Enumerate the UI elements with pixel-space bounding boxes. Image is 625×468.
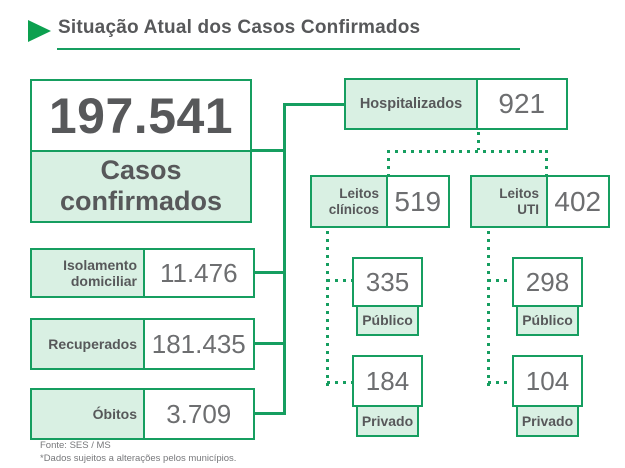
- deaths-label: Óbitos: [30, 388, 145, 440]
- connector-from-isolation: [253, 271, 286, 274]
- footer: Fonte: SES / MS *Dados sujeitos a altera…: [40, 440, 236, 466]
- dotted-clinical-trunk: [326, 231, 329, 387]
- page-title: Situação Atual dos Casos Confirmados: [58, 17, 421, 38]
- connector-vertical-trunk: [283, 103, 286, 415]
- isolation-label: Isolamento domiciliar: [30, 248, 145, 298]
- clinical-public-value: 335: [352, 257, 423, 307]
- clinical-beds-label: Leitos clínicos: [310, 175, 388, 228]
- icu-public-label: Público: [516, 304, 579, 336]
- clinical-private-card: 184 Privado: [352, 355, 423, 437]
- dotted-beds-span: [387, 150, 548, 153]
- connector-from-recovered: [253, 342, 286, 345]
- clinical-public-label: Público: [356, 304, 419, 336]
- title-underline: [57, 47, 520, 50]
- hospitalized-value: 921: [475, 78, 568, 130]
- dotted-icu-private: [488, 381, 512, 384]
- clinical-public-card: 335 Público: [352, 257, 423, 336]
- confirmed-cases-label: Casos confirmados: [30, 149, 252, 223]
- clinical-private-value: 184: [352, 355, 423, 407]
- icu-beds-row: Leitos UTI 402: [470, 175, 610, 228]
- confirmed-cases-value: 197.541: [30, 79, 252, 152]
- hospitalized-label: Hospitalizados: [344, 78, 478, 130]
- connector-from-deaths: [253, 412, 286, 415]
- deaths-value: 3.709: [142, 388, 255, 440]
- dotted-clinical-private: [327, 381, 352, 384]
- dotted-icu-trunk: [487, 231, 490, 387]
- play-icon: [28, 20, 51, 42]
- clinical-beds-value: 519: [385, 175, 450, 228]
- isolation-row: Isolamento domiciliar 11.476: [30, 248, 255, 298]
- connector-from-confirmed: [250, 149, 286, 152]
- icu-private-value: 104: [512, 355, 583, 407]
- icu-public-value: 298: [512, 257, 583, 307]
- recovered-label: Recuperados: [30, 318, 145, 370]
- dotted-to-clinical-beds: [387, 150, 390, 176]
- isolation-value: 11.476: [142, 248, 255, 298]
- icu-beds-value: 402: [545, 175, 610, 228]
- connector-to-hospitalized: [284, 103, 345, 106]
- clinical-beds-row: Leitos clínicos 519: [310, 175, 450, 228]
- confirmed-cases-card: 197.541 Casos confirmados: [30, 79, 252, 223]
- disclaimer-note: *Dados sujeitos a alterações pelos munic…: [40, 452, 237, 464]
- deaths-row: Óbitos 3.709: [30, 388, 255, 440]
- dotted-icu-public: [488, 279, 512, 282]
- dotted-to-icu-beds: [545, 150, 548, 176]
- hospitalized-row: Hospitalizados 921: [344, 78, 568, 130]
- source-note: Fonte: SES / MS: [40, 440, 111, 451]
- dotted-hospitalized-down: [477, 132, 480, 150]
- recovered-value: 181.435: [142, 318, 255, 370]
- recovered-row: Recuperados 181.435: [30, 318, 255, 370]
- dotted-clinical-public: [327, 279, 352, 282]
- icu-public-card: 298 Público: [512, 257, 583, 336]
- icu-beds-label: Leitos UTI: [470, 175, 548, 228]
- clinical-private-label: Privado: [356, 404, 419, 437]
- icu-private-label: Privado: [516, 404, 579, 437]
- icu-private-card: 104 Privado: [512, 355, 583, 437]
